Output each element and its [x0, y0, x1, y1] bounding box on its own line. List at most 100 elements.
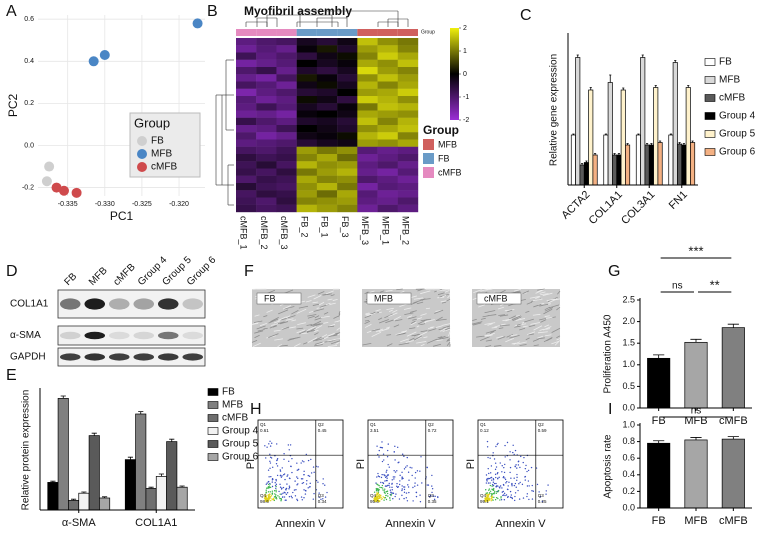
cell — [542, 292, 553, 296]
event-dot — [269, 497, 271, 500]
cell — [296, 329, 306, 334]
event-dot — [269, 495, 271, 498]
heat-cell — [357, 67, 378, 75]
event-dot — [408, 491, 410, 494]
bar — [684, 439, 708, 509]
cell — [482, 315, 490, 318]
event-dot — [518, 483, 520, 485]
event-dot — [294, 495, 297, 497]
y-tick-label: 0.0 — [24, 142, 34, 149]
cell — [505, 337, 514, 343]
heat-cell — [236, 168, 257, 176]
event-dot — [378, 496, 381, 498]
cell — [413, 297, 423, 300]
y-tick-label: 0.2 — [622, 486, 635, 496]
event-dot — [414, 471, 417, 474]
quadrant-name: Q4 — [260, 493, 267, 498]
image-label: cMFB — [484, 293, 508, 303]
cell — [409, 337, 415, 341]
heat-cell — [357, 103, 378, 111]
event-dot — [269, 493, 271, 496]
event-dot — [275, 483, 278, 486]
event-dot — [386, 477, 388, 479]
cell — [289, 337, 299, 340]
event-dot — [407, 484, 409, 486]
y-tick-label: 2.0 — [622, 316, 635, 326]
blot-band — [59, 331, 81, 340]
event-dot — [512, 451, 514, 454]
x-tick-label: cMFB — [719, 515, 748, 527]
legend-swatch — [207, 388, 219, 396]
event-dot — [377, 472, 379, 475]
error-bar — [576, 54, 579, 58]
colorbar — [450, 28, 459, 120]
bar — [607, 82, 613, 186]
event-dot — [507, 485, 509, 487]
heat-cell — [377, 125, 398, 133]
cell — [330, 340, 341, 345]
event-dot — [276, 459, 278, 462]
image-label: MFB — [374, 293, 393, 303]
event-dot — [401, 485, 403, 487]
panel-letter: C — [520, 7, 532, 24]
legend-label: Group 4 — [719, 111, 756, 122]
event-dot — [273, 496, 276, 498]
heat-cell — [397, 38, 419, 46]
event-dot — [375, 499, 377, 501]
bar — [47, 482, 59, 511]
event-dot — [416, 484, 419, 486]
event-dot — [284, 492, 286, 494]
quadrant-value: 99.1 — [480, 499, 489, 504]
event-dot — [403, 497, 405, 500]
cell — [285, 315, 291, 319]
bar — [68, 500, 80, 511]
heat-cell — [357, 117, 378, 126]
blot-strip — [57, 325, 206, 346]
heat-cell — [337, 74, 358, 82]
heat-cell — [276, 197, 297, 205]
event-dot — [431, 491, 433, 494]
cell — [497, 306, 504, 310]
event-dot — [286, 475, 288, 477]
point — [99, 49, 110, 60]
blot-band — [133, 331, 155, 340]
heat-cell — [316, 190, 338, 198]
heat-cell — [397, 52, 419, 60]
event-dot — [501, 487, 503, 489]
error-bar — [179, 485, 185, 488]
event-dot — [279, 497, 281, 500]
event-dot — [385, 471, 387, 473]
heat-cell — [296, 117, 318, 126]
heat-cell — [357, 81, 378, 89]
cell — [533, 303, 542, 308]
cell — [514, 288, 521, 292]
cell — [439, 335, 446, 339]
heat-cell — [337, 161, 358, 169]
heat-cell — [377, 81, 398, 89]
event-dot — [313, 471, 315, 474]
error-bar — [659, 140, 662, 143]
cell — [312, 303, 320, 306]
cell — [315, 338, 324, 342]
heat-cell — [256, 81, 277, 89]
event-dot — [296, 469, 299, 471]
event-dot — [268, 476, 270, 478]
heat-cell — [377, 59, 398, 68]
cell — [330, 294, 335, 297]
event-dot — [381, 473, 383, 476]
cell — [306, 324, 313, 326]
heat-cell — [316, 139, 338, 147]
cell — [442, 328, 451, 332]
event-dot — [547, 484, 549, 486]
point — [44, 161, 55, 172]
cell — [528, 333, 534, 336]
event-dot — [394, 471, 397, 473]
event-dot — [492, 481, 495, 483]
heat-cell — [256, 96, 277, 104]
cell — [428, 328, 437, 332]
cell — [386, 307, 394, 311]
cell — [364, 314, 372, 319]
cell — [268, 318, 279, 324]
quadrant-value: 98.6 — [260, 499, 269, 504]
bar — [176, 486, 188, 511]
